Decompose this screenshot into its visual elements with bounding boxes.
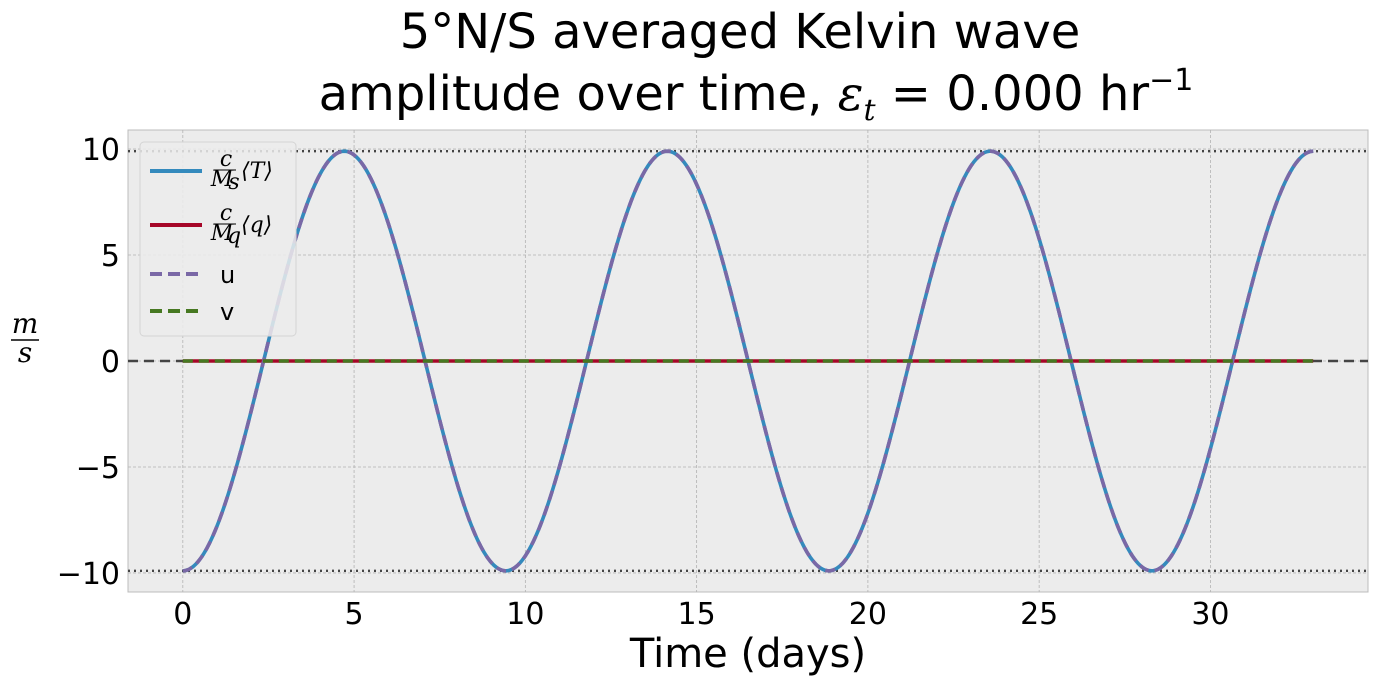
x-tick-label-4: 20 [849, 597, 887, 632]
x-axis-label: Time (days) [629, 631, 866, 677]
x-tick-label-3: 15 [678, 597, 716, 632]
svg-text:⟨q⟩: ⟨q⟩ [241, 213, 272, 238]
svg-text:q: q [227, 224, 241, 249]
svg-text:c: c [220, 201, 232, 226]
x-tick-label-2: 10 [506, 597, 544, 632]
legend-label-series-1: c M q ⟨q⟩ [210, 201, 273, 249]
y-tick-label-3: −5 [76, 451, 120, 486]
legend: c M s ⟨T⟩ c M q ⟨q⟩ u v [139, 141, 297, 337]
legend-label-series-0: c M s ⟨T⟩ [210, 147, 273, 195]
legend-box [139, 141, 297, 337]
y-axis-ticks: 10 5 0 −5 −10 [57, 133, 120, 592]
x-tick-label-6: 30 [1191, 597, 1229, 632]
legend-label-series-3: v [220, 298, 234, 326]
x-tick-label-5: 25 [1020, 597, 1058, 632]
y-tick-label-0: 10 [82, 133, 120, 168]
series-lines [182, 149, 1314, 573]
svg-text:c: c [220, 147, 232, 172]
y-axis-label: m s [11, 307, 39, 369]
legend-label-series-2: u [220, 261, 235, 289]
series-line-2 [182, 149, 1314, 573]
y-tick-label-2: 0 [101, 345, 120, 380]
x-tick-label-0: 0 [173, 597, 192, 632]
svg-text:M: M [210, 221, 234, 246]
chart-title-line-1: 5°N/S averaged Kelvin wave [400, 4, 1081, 60]
svg-text:s: s [228, 170, 239, 195]
svg-text:M: M [210, 167, 234, 192]
svg-text:s: s [18, 336, 32, 369]
x-tick-label-1: 5 [345, 597, 364, 632]
y-tick-label-1: 5 [101, 239, 120, 274]
chart-title-line-2: amplitude over time, εt = 0.000 hr−1 [319, 63, 1194, 128]
svg-text:m: m [12, 307, 39, 340]
y-tick-label-4: −10 [57, 557, 120, 592]
x-axis-ticks: 0 5 10 15 20 25 30 [173, 597, 1229, 632]
svg-text:⟨T⟩: ⟨T⟩ [241, 159, 273, 184]
